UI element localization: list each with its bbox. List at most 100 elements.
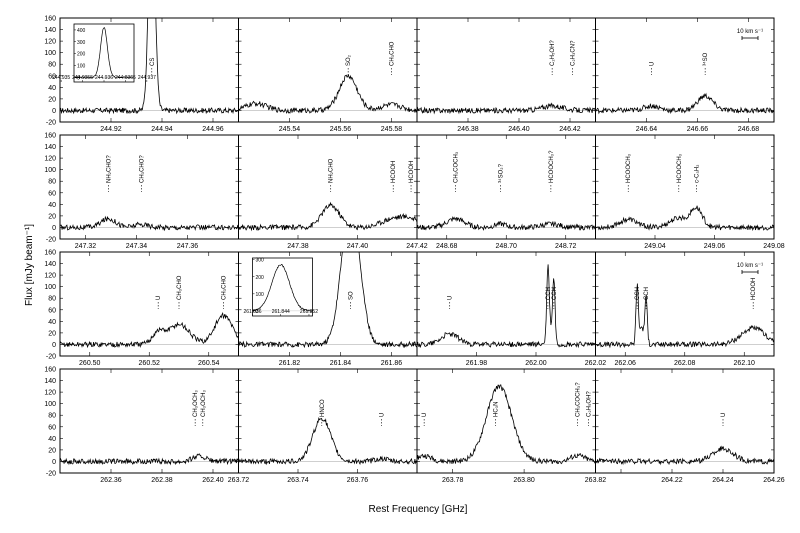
y-tick-label: 140 — [44, 27, 56, 34]
y-tick-label: 160 — [44, 367, 56, 374]
x-tick-label: 248.68 — [436, 243, 458, 250]
y-tick-label: -20 — [46, 237, 56, 244]
inset-y-tick-label: 0 — [256, 309, 259, 315]
spectrum-trace — [238, 74, 417, 114]
x-tick-label: 262.40 — [202, 477, 224, 484]
x-tick-label: 261.82 — [279, 360, 301, 367]
spectrum-trace — [417, 384, 596, 465]
line-id-label: ³⁴SO — [702, 52, 709, 66]
x-tick-label: 261.84 — [330, 360, 352, 367]
x-tick-label: 246.68 — [738, 126, 760, 133]
spectrum-trace — [417, 102, 596, 115]
y-tick-label: 40 — [48, 319, 56, 326]
line-id-label: CH₃CHO — [177, 275, 183, 300]
inset-x-tick-label: 261.852 — [300, 309, 318, 315]
line-id-label: U — [448, 296, 454, 300]
x-tick-label: 246.64 — [636, 126, 658, 133]
panel-frame — [238, 134, 418, 240]
inset-trace — [252, 263, 313, 313]
inset-x-tick-label: 261.836 — [243, 309, 261, 315]
x-tick-label: 249.08 — [763, 243, 785, 250]
x-tick-label: 247.32 — [75, 243, 97, 250]
line-id-label: HNCO — [320, 399, 326, 417]
inset-y-tick-label: 200 — [77, 52, 86, 58]
spectrum-trace — [60, 311, 239, 349]
y-tick-label: 40 — [48, 85, 56, 92]
x-tick-label: 245.54 — [279, 126, 301, 133]
panel-frame — [59, 251, 239, 357]
line-id-label: U — [721, 413, 727, 417]
x-tick-label: 263.74 — [287, 477, 309, 484]
x-tick-label: 249.06 — [704, 243, 726, 250]
x-tick-label: 247.40 — [347, 243, 369, 250]
line-id-label: CS — [150, 58, 156, 66]
inset-y-tick-label: 300 — [77, 40, 86, 46]
line-id-label: NH₂CHO — [329, 158, 335, 183]
line-id-label: c-C₃H₂ — [695, 164, 701, 183]
spectrum-panel: 247.38 247.40 247.42 NH₂CHO HCOOH HCOOH — [238, 134, 428, 250]
x-tick-label: 246.42 — [559, 126, 581, 133]
x-tick-label: 261.86 — [381, 360, 403, 367]
panel-frame — [238, 368, 418, 474]
line-id-label: C₂H₅OH? — [586, 391, 592, 417]
line-id-label: HCOOH — [391, 161, 397, 183]
x-tick-label: 260.50 — [79, 360, 101, 367]
line-id-label: U — [650, 62, 656, 66]
panel-frame — [59, 134, 239, 240]
spectrum-panel: 248.68 248.70 248.72 CH₃COCH₃ ³⁴SO₂? HCOOCH₃? — [416, 134, 596, 250]
x-tick-label: 246.66 — [687, 126, 709, 133]
spectrum-panel: -20 0 20 40 60 80 100 120 140 160 260.50 260.52 260.… — [44, 250, 239, 367]
spectrum-panel: 245.54 245.56 245.58 SO₂ CH₃CHO — [238, 17, 418, 133]
x-tick-label: 260.54 — [198, 360, 220, 367]
line-id-label: CCH — [546, 287, 552, 300]
y-tick-label: 0 — [52, 459, 56, 466]
x-tick-label: 263.72 — [228, 477, 250, 484]
y-tick-label: -20 — [46, 471, 56, 478]
spectrum-trace — [595, 205, 774, 232]
inset-y-tick-label: 400 — [77, 28, 86, 34]
spectrum-trace — [60, 453, 239, 466]
y-tick-label: 120 — [44, 273, 56, 280]
panel-frame — [595, 368, 775, 474]
x-tick-label: 246.40 — [508, 126, 530, 133]
y-tick-label: 140 — [44, 144, 56, 151]
spectrum-panel: 249.04 249.06 249.08 HCOOCH₃ HCOOCH₃ c-C₃H₂ — [595, 134, 785, 250]
x-tick-label: 249.04 — [644, 243, 666, 250]
inset-y-tick-label: 200 — [256, 275, 265, 281]
x-tick-label: 264.26 — [763, 477, 785, 484]
spectrum-panel: 261.98 262.00 262.02 U CCH CCH — [416, 251, 607, 367]
y-tick-label: 100 — [44, 401, 56, 408]
x-tick-label: 248.70 — [496, 243, 518, 250]
spectrum-trace — [238, 201, 417, 232]
line-id-label: CCH — [644, 287, 650, 300]
x-tick-label: 247.38 — [287, 243, 309, 250]
x-tick-label: 246.38 — [457, 126, 479, 133]
y-tick-label: 40 — [48, 202, 56, 209]
x-tick-label: 247.34 — [126, 243, 148, 250]
spectrum-panel: 261.82 261.84 261.86 SO 0 100 200 300 261.836 261… — [238, 251, 418, 367]
spectrum-trace — [595, 445, 774, 466]
y-tick-label: 160 — [44, 250, 56, 257]
y-tick-label: 60 — [48, 190, 56, 197]
x-tick-label: 248.72 — [555, 243, 577, 250]
y-tick-label: 120 — [44, 390, 56, 397]
spectrum-trace — [60, 215, 239, 232]
spectrum-panel: 264.22 264.24 264.26 U — [595, 368, 785, 484]
inset-x-tick-label: 244.9355 — [72, 75, 93, 81]
inset-y-tick-label: 0 — [77, 75, 80, 81]
y-tick-label: 100 — [44, 50, 56, 57]
line-id-label: CH₃OCH₃ — [201, 390, 207, 417]
spectrum-trace — [238, 417, 417, 466]
y-tick-label: 20 — [48, 96, 56, 103]
x-tick-label: 262.36 — [100, 477, 122, 484]
x-tick-label: 262.02 — [585, 360, 607, 367]
inset-frame — [73, 23, 135, 83]
panel-frame — [59, 368, 239, 474]
line-id-label: ³⁴SO₂? — [497, 163, 504, 183]
x-tick-label: 247.36 — [177, 243, 199, 250]
spectrum-panel: -20 0 20 40 60 80 100 120 140 160 247.32 247.34 247.… — [44, 133, 239, 250]
line-id-label: CH₃OCH₃ — [193, 390, 199, 417]
inset-x-tick-label: 244.936 — [95, 75, 113, 81]
inset-trace — [73, 27, 135, 79]
inset-y-tick-label: 300 — [256, 258, 265, 264]
